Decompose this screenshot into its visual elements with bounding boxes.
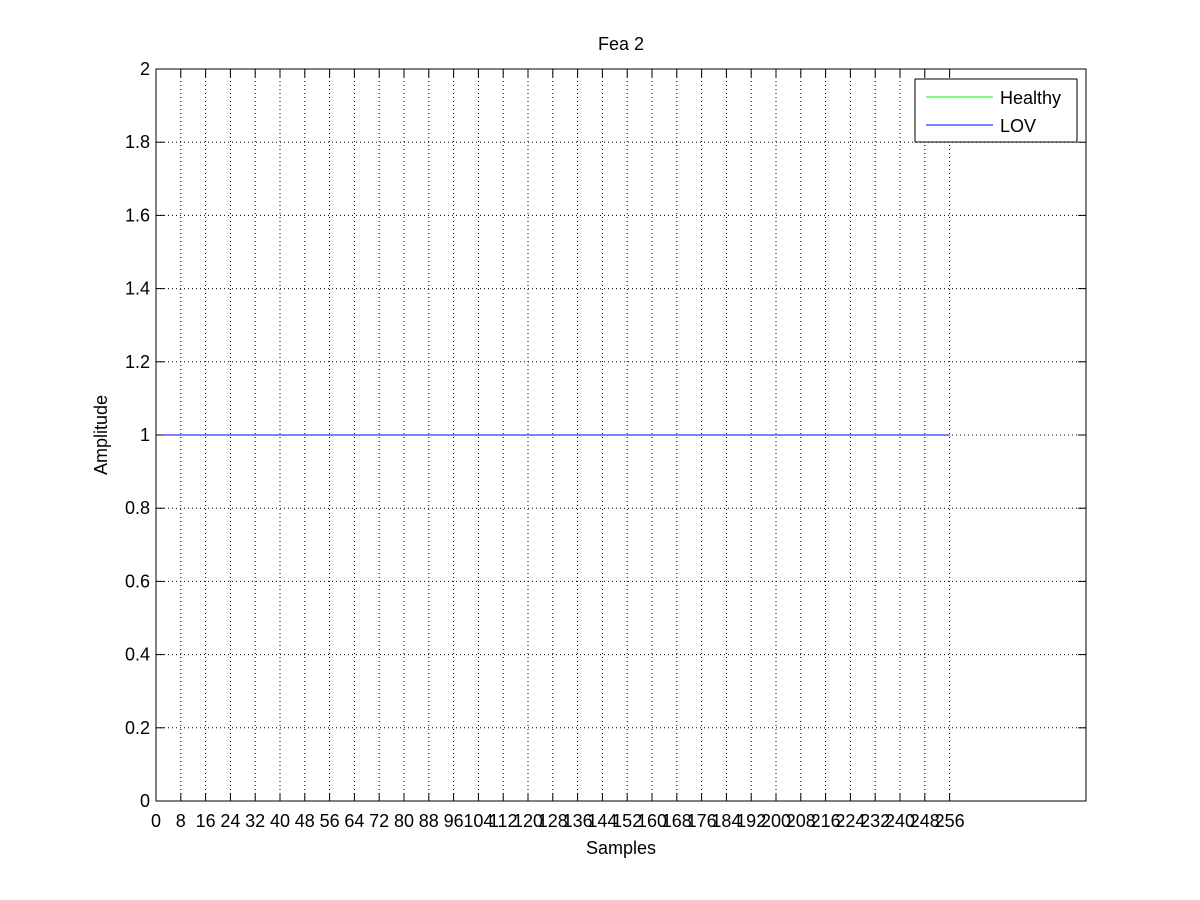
x-tick-label: 216 (811, 811, 841, 831)
x-tick-label: 80 (394, 811, 414, 831)
x-tick-label: 88 (419, 811, 439, 831)
y-tick-label: 1 (140, 425, 150, 445)
y-tick-label: 1.4 (125, 279, 150, 299)
legend: Healthy LOV (914, 78, 1078, 143)
x-tick-label: 56 (320, 811, 340, 831)
x-tick-label: 16 (196, 811, 216, 831)
legend-box (914, 78, 1078, 143)
x-tick-label: 232 (860, 811, 890, 831)
chart-title: Fea 2 (598, 34, 644, 54)
y-tick-label: 0.6 (125, 571, 150, 591)
x-tick-label: 32 (245, 811, 265, 831)
x-tick-label: 64 (344, 811, 364, 831)
x-tick-label: 192 (736, 811, 766, 831)
x-tick-label: 96 (444, 811, 464, 831)
x-tick-label: 112 (489, 811, 518, 831)
x-tick-label: 256 (935, 811, 965, 831)
x-tick-label: 184 (711, 811, 741, 831)
y-tick-label: 0.4 (125, 645, 150, 665)
x-tick-label: 176 (687, 811, 717, 831)
x-tick-label: 208 (786, 811, 816, 831)
x-tick-label: 120 (513, 811, 543, 831)
x-tick-label: 144 (587, 811, 617, 831)
x-tick-label: 8 (176, 811, 186, 831)
x-tick-labels: 0 8 16 24 32 40 48 56 64 72 80 88 96 1041121201281361… (151, 811, 965, 831)
legend-label-lov: LOV (1000, 116, 1036, 136)
y-tick-label: 0.8 (125, 498, 150, 518)
x-tick-label: 168 (662, 811, 692, 831)
x-tick-label: 224 (835, 811, 865, 831)
x-tick-label: 104 (463, 811, 493, 831)
y-tick-label: 1.2 (125, 352, 150, 372)
legend-label-healthy: Healthy (1000, 88, 1061, 108)
y-tick-label: 1.8 (125, 132, 150, 152)
x-tick-label: 136 (563, 811, 593, 831)
x-tick-label: 0 (151, 811, 161, 831)
y-tick-label: 2 (140, 59, 150, 79)
x-tick-label: 200 (761, 811, 791, 831)
x-tick-label: 40 (270, 811, 290, 831)
x-tick-label: 240 (885, 811, 915, 831)
x-tick-label: 72 (369, 811, 389, 831)
x-tick-label: 24 (220, 811, 240, 831)
x-axis-label: Samples (586, 838, 656, 858)
axis-ticks (155, 68, 1086, 802)
x-tick-label: 160 (637, 811, 667, 831)
x-tick-label: 152 (612, 811, 642, 831)
x-tick-label: 248 (910, 811, 940, 831)
y-tick-label: 0 (140, 791, 150, 811)
x-tick-label: 128 (538, 811, 568, 831)
y-tick-label: 1.6 (125, 205, 150, 225)
y-tick-label: 0.2 (125, 718, 150, 738)
y-tick-labels: 0 0.2 0.4 0.6 0.8 1 1.2 1.4 1.6 1.8 2 (125, 59, 150, 811)
y-axis-label: Amplitude (91, 395, 111, 475)
x-tick-label: 48 (295, 811, 315, 831)
